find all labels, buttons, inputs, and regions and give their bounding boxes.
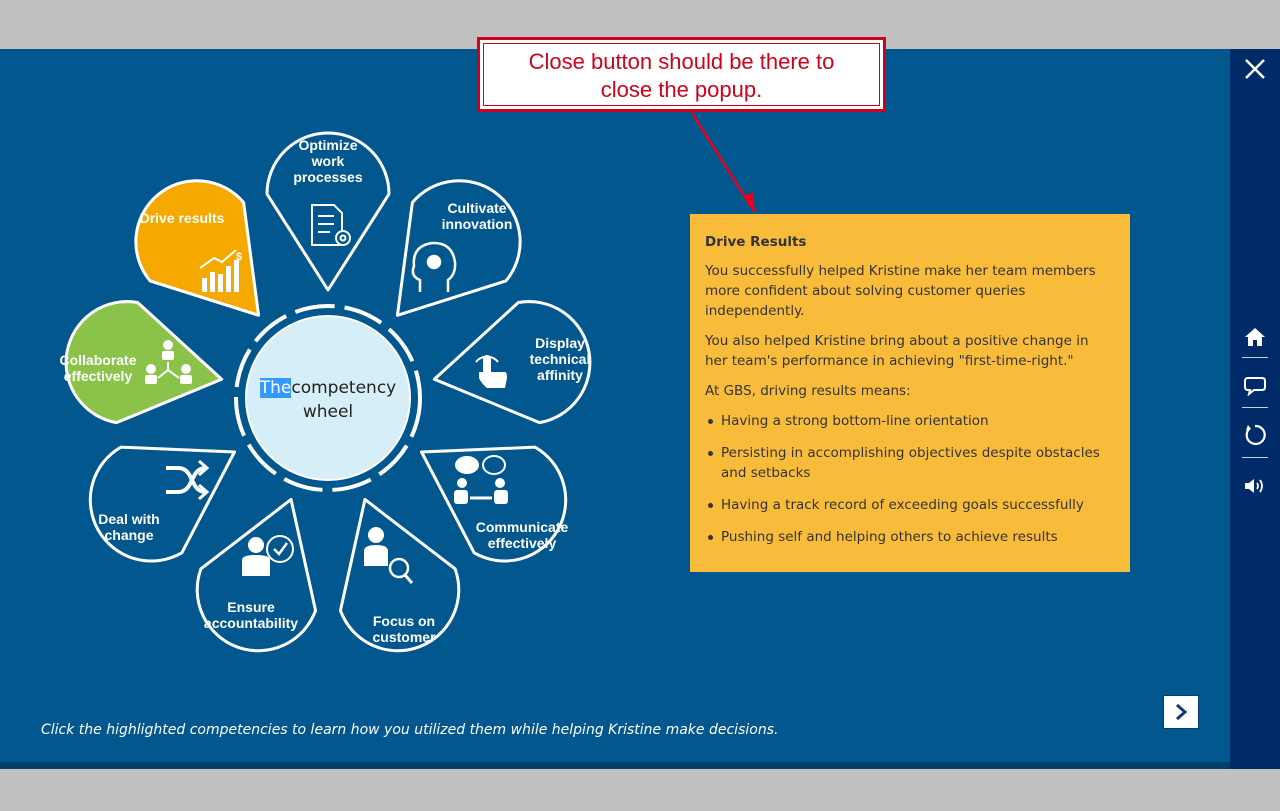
popup-paragraph: You also helped Kristine bring about a p…: [705, 333, 1089, 369]
list-item: Persisting in accomplishing objectives d…: [705, 443, 1115, 483]
popup-bullet-list: Having a strong bottom-line orientation …: [705, 411, 1115, 547]
popup-paragraph: You successfully helped Kristine make he…: [705, 263, 1096, 319]
document-gear-icon: [311, 204, 351, 246]
home-icon: [1245, 328, 1265, 346]
course-sidebar: [1230, 49, 1280, 769]
sidebar-divider: [1242, 457, 1268, 458]
popup-title: Drive Results: [705, 234, 807, 250]
team-network-icon: [145, 340, 192, 384]
competency-wheel: $: [54, 112, 755, 670]
wheel-hub-title: Thecompetency wheel: [259, 378, 397, 422]
comment-button[interactable]: [1230, 366, 1280, 406]
selected-text: The: [259, 378, 292, 398]
sidebar-divider: [1242, 407, 1268, 408]
close-button[interactable]: [1230, 49, 1280, 89]
home-button[interactable]: [1230, 317, 1280, 357]
list-item: Having a strong bottom-line orientation: [705, 411, 1115, 431]
petal-label-optimize[interactable]: Optimize work processes: [293, 137, 363, 185]
idea-head-icon: [411, 241, 457, 292]
list-item: Pushing self and helping others to achie…: [705, 527, 1115, 547]
petal-label-drive-results[interactable]: Drive results: [139, 210, 225, 226]
next-button[interactable]: [1163, 695, 1199, 729]
callout-arrow: [690, 112, 752, 206]
popup-paragraph: At GBS, driving results means:: [705, 383, 911, 399]
petal-label-communicate[interactable]: Communicate effectively: [475, 519, 569, 551]
person-search-icon: [364, 527, 414, 584]
growth-chart-icon: $: [199, 249, 242, 292]
petal-label-innovation[interactable]: Cultivate innovation: [441, 200, 513, 232]
hub-ring: [234, 304, 422, 492]
petal-label-collaborate[interactable]: Collaborate effectively: [59, 352, 137, 384]
sidebar-divider: [1242, 357, 1268, 358]
volume-button[interactable]: [1230, 466, 1280, 506]
shuffle-icon: [166, 459, 210, 501]
annotation-callout: Close button should be there to close th…: [477, 37, 886, 112]
drive-results-popup: Drive Results You successfully helped Kr…: [690, 214, 1130, 572]
touch-hand-icon: [475, 355, 507, 388]
conversation-icon: [454, 455, 508, 504]
close-icon: [1245, 59, 1265, 79]
wheel-hub: [245, 315, 411, 481]
refresh-icon: [1245, 424, 1266, 446]
instruction-text: Click the highlighted competencies to le…: [41, 722, 779, 738]
stage-footer-strip: [0, 762, 1230, 769]
person-check-icon: [242, 535, 294, 576]
replay-button[interactable]: [1230, 415, 1280, 455]
petal-label-change[interactable]: Deal with change: [98, 511, 160, 543]
volume-icon: [1245, 479, 1263, 493]
comment-icon: [1244, 377, 1266, 396]
petal-label-technical[interactable]: Display technical affinity: [529, 335, 591, 383]
chevron-right-icon: [1176, 703, 1188, 721]
petal-label-customer[interactable]: Focus on customer: [372, 613, 436, 645]
list-item: Having a track record of exceeding goals…: [705, 495, 1115, 515]
svg-text:$: $: [236, 251, 242, 263]
petal-label-accountability[interactable]: Ensure accountability: [203, 599, 299, 631]
